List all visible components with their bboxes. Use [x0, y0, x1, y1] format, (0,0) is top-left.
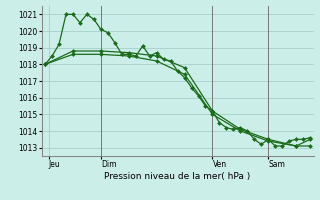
X-axis label: Pression niveau de la mer( hPa ): Pression niveau de la mer( hPa ) — [104, 172, 251, 181]
